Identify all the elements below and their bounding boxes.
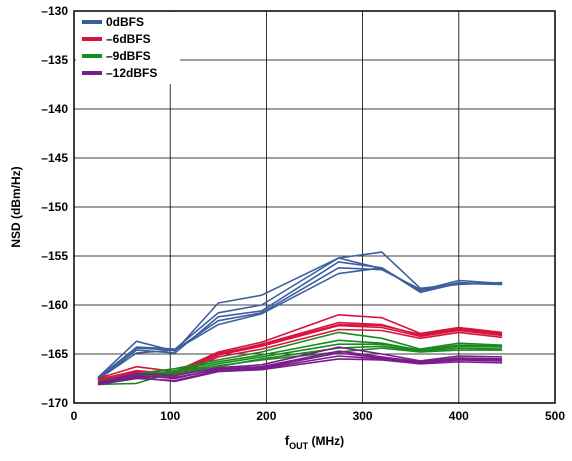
series-line	[97, 328, 503, 383]
legend-label: –12dBFS	[106, 66, 157, 80]
x-tick-label: 0	[71, 409, 78, 423]
x-axis-label-sub: OUT	[289, 441, 309, 451]
legend-label: –6dBFS	[106, 32, 151, 46]
y-tick-label: –150	[41, 200, 68, 214]
legend: 0dBFS –6dBFS –9dBFS –12dBFS	[76, 12, 180, 84]
x-axis-label: fOUT (MHz)	[285, 433, 344, 451]
x-axis-label-main: f	[285, 433, 290, 448]
y-tick-label: –140	[41, 102, 68, 116]
x-tick-label: 400	[449, 409, 469, 423]
series-layer	[97, 251, 503, 386]
series-line	[97, 267, 503, 381]
x-tick-labels: 0 100 200 300 400 500	[71, 409, 566, 423]
series-line	[97, 257, 503, 380]
y-tick-label: –165	[41, 347, 68, 361]
series-line	[97, 352, 503, 385]
y-tick-label: –135	[41, 53, 68, 67]
y-tick-label: –145	[41, 151, 68, 165]
series-3	[97, 346, 503, 386]
x-tick-label: 200	[256, 409, 276, 423]
series-line	[97, 358, 503, 386]
y-tick-label: –155	[41, 249, 68, 263]
x-tick-label: 100	[160, 409, 180, 423]
y-tick-label: –170	[41, 396, 68, 410]
series-line	[97, 267, 503, 379]
x-tick-label: 500	[545, 409, 565, 423]
y-tick-label: –130	[41, 4, 68, 18]
y-axis-label: NSD (dBm/Hz)	[9, 166, 23, 247]
y-tick-label: –160	[41, 298, 68, 312]
series-line	[97, 314, 503, 380]
legend-label: –9dBFS	[106, 49, 151, 63]
series-line	[97, 339, 503, 384]
series-0	[97, 251, 503, 381]
x-axis-label-suffix: (MHz)	[308, 434, 344, 448]
y-tick-labels: –130 –135 –140 –145 –150 –155 –160 –165 –170	[41, 4, 68, 410]
series-line	[97, 346, 503, 384]
x-tick-label: 300	[353, 409, 373, 423]
legend-label: 0dBFS	[106, 15, 144, 29]
series-line	[97, 331, 503, 383]
plot-frame	[73, 10, 556, 404]
